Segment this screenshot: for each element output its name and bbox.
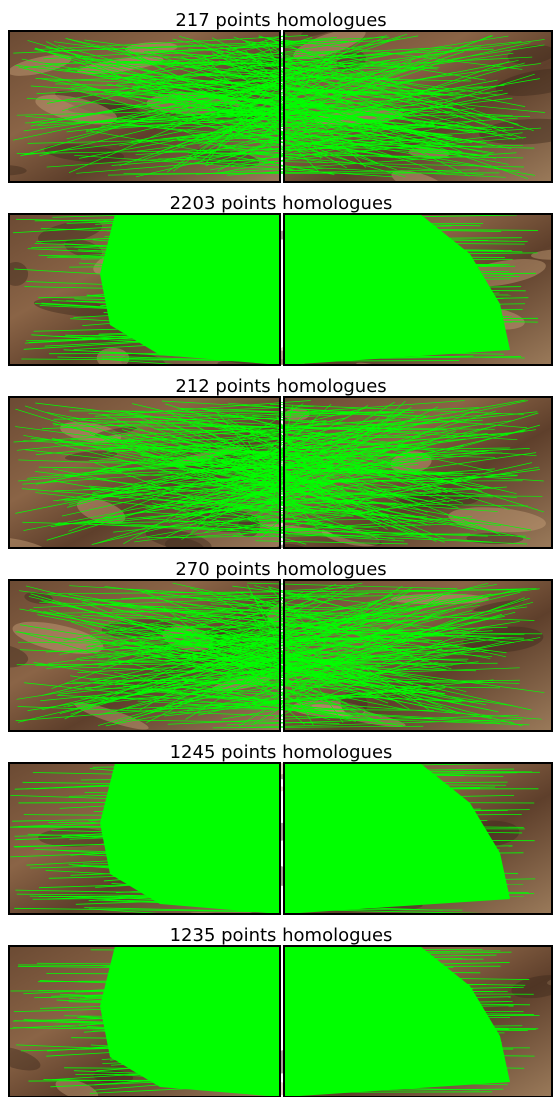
match-line — [284, 361, 459, 362]
terrain-texture — [416, 546, 447, 569]
page: 217 points homologues 2203 points homolog… — [0, 0, 553, 1097]
match-line — [284, 890, 463, 891]
panel-title: 1245 points homologues — [170, 742, 393, 763]
panel-title: 212 points homologues — [175, 376, 386, 397]
panel-title: 2203 points homologues — [170, 193, 393, 214]
panel-title: 1235 points homologues — [170, 925, 393, 946]
panel-title: 270 points homologues — [175, 559, 386, 580]
image-pair — [3, 147, 553, 407]
figure: 217 points homologues 2203 points homolog… — [0, 0, 553, 1097]
terrain-texture — [101, 565, 127, 580]
terrain-texture — [456, 2, 532, 26]
panel-title: 217 points homologues — [175, 10, 386, 31]
